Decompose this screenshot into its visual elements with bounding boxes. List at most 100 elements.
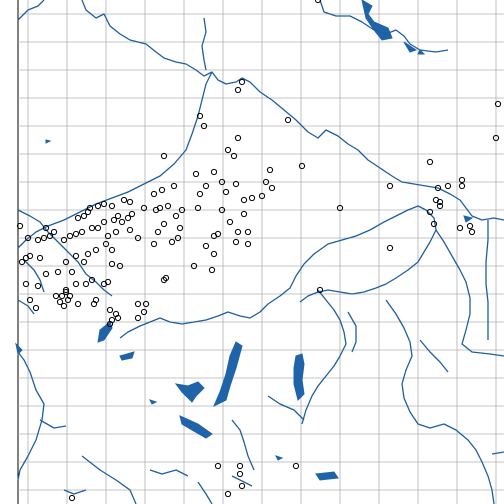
observation-marker[interactable] <box>66 232 74 240</box>
observation-marker[interactable] <box>88 276 96 284</box>
observation-marker[interactable] <box>436 202 444 210</box>
observation-marker[interactable] <box>50 228 58 236</box>
observation-marker[interactable] <box>18 258 26 266</box>
observation-marker[interactable] <box>56 298 64 306</box>
observation-marker[interactable] <box>60 236 68 244</box>
observation-marker[interactable] <box>234 134 242 142</box>
observation-marker[interactable] <box>52 292 60 300</box>
observation-marker[interactable] <box>88 224 96 232</box>
observation-marker[interactable] <box>118 218 126 226</box>
observation-marker[interactable] <box>34 282 42 290</box>
observation-marker[interactable] <box>336 204 344 212</box>
observation-marker[interactable] <box>72 252 80 260</box>
observation-marker[interactable] <box>494 100 502 108</box>
observation-marker[interactable] <box>100 200 108 208</box>
observation-marker[interactable] <box>234 86 242 94</box>
observation-marker[interactable] <box>230 152 238 160</box>
observation-marker[interactable] <box>62 286 70 294</box>
observation-marker[interactable] <box>120 196 128 204</box>
observation-marker[interactable] <box>152 206 160 214</box>
observation-marker[interactable] <box>160 220 168 228</box>
observation-marker[interactable] <box>80 212 88 220</box>
observation-marker[interactable] <box>72 230 80 238</box>
observation-marker[interactable] <box>426 158 434 166</box>
observation-marker[interactable] <box>298 162 306 170</box>
observation-marker[interactable] <box>60 302 68 310</box>
observation-marker[interactable] <box>192 170 200 178</box>
observation-marker[interactable] <box>94 224 102 232</box>
observation-marker[interactable] <box>266 166 274 174</box>
observation-marker[interactable] <box>104 232 112 240</box>
observation-marker[interactable] <box>26 296 34 304</box>
observation-marker[interactable] <box>34 236 42 244</box>
observation-marker[interactable] <box>466 222 474 230</box>
observation-marker[interactable] <box>386 244 394 252</box>
observation-marker[interactable] <box>202 242 210 250</box>
observation-marker[interactable] <box>244 228 252 236</box>
observation-marker[interactable] <box>160 276 168 284</box>
observation-marker[interactable] <box>84 250 92 258</box>
observation-marker[interactable] <box>430 220 438 228</box>
observation-marker[interactable] <box>110 216 118 224</box>
observation-marker[interactable] <box>218 206 226 214</box>
observation-marker[interactable] <box>128 210 136 218</box>
observation-marker[interactable] <box>426 208 434 216</box>
observation-marker[interactable] <box>24 234 32 242</box>
observation-marker[interactable] <box>108 246 116 254</box>
observation-marker[interactable] <box>196 190 204 198</box>
observation-marker[interactable] <box>22 280 30 288</box>
observation-marker[interactable] <box>292 462 300 470</box>
observation-marker[interactable] <box>262 178 270 186</box>
observation-marker[interactable] <box>164 202 172 210</box>
observation-marker[interactable] <box>54 268 62 276</box>
observation-marker[interactable] <box>210 250 218 258</box>
observation-marker[interactable] <box>244 240 252 248</box>
observation-marker[interactable] <box>134 314 142 322</box>
observation-marker[interactable] <box>42 270 50 278</box>
observation-marker[interactable] <box>142 300 150 308</box>
observation-marker[interactable] <box>140 308 148 316</box>
observation-marker[interactable] <box>16 222 24 230</box>
observation-marker[interactable] <box>68 494 76 502</box>
observation-marker[interactable] <box>316 286 324 294</box>
observation-marker[interactable] <box>84 208 92 216</box>
observation-marker[interactable] <box>68 268 76 276</box>
observation-marker[interactable] <box>178 206 186 214</box>
observation-marker[interactable] <box>434 184 442 192</box>
observation-marker[interactable] <box>42 224 50 232</box>
observation-marker[interactable] <box>22 254 30 262</box>
observation-marker[interactable] <box>58 292 66 300</box>
observation-marker[interactable] <box>238 482 246 490</box>
observation-marker[interactable] <box>160 152 168 160</box>
observation-marker[interactable] <box>224 146 232 154</box>
observation-marker[interactable] <box>82 280 90 288</box>
observation-marker[interactable] <box>210 168 218 176</box>
observation-marker[interactable] <box>62 258 70 266</box>
observation-marker[interactable] <box>208 266 216 274</box>
observation-marker[interactable] <box>106 320 114 328</box>
observation-marker[interactable] <box>158 186 166 194</box>
observation-marker[interactable] <box>74 214 82 222</box>
observation-marker[interactable] <box>154 228 162 236</box>
observation-marker[interactable] <box>174 234 182 242</box>
observation-marker[interactable] <box>90 300 98 308</box>
observation-marker[interactable] <box>232 180 240 188</box>
observation-marker[interactable] <box>238 78 246 86</box>
observation-marker[interactable] <box>232 238 240 246</box>
observation-marker[interactable] <box>74 300 82 308</box>
observation-marker[interactable] <box>202 182 210 190</box>
observation-marker[interactable] <box>236 470 244 478</box>
observation-marker[interactable] <box>40 234 48 242</box>
observation-marker[interactable] <box>106 306 114 314</box>
observation-marker[interactable] <box>386 182 394 190</box>
observation-marker[interactable] <box>100 280 108 288</box>
observation-marker[interactable] <box>126 198 134 206</box>
observation-marker[interactable] <box>284 116 292 124</box>
observation-marker[interactable] <box>456 224 464 232</box>
observation-marker[interactable] <box>36 254 44 262</box>
observation-marker[interactable] <box>116 262 124 270</box>
observation-marker[interactable] <box>218 178 226 186</box>
observation-marker[interactable] <box>214 462 222 470</box>
observation-marker[interactable] <box>108 260 116 268</box>
observation-marker[interactable] <box>436 198 444 206</box>
